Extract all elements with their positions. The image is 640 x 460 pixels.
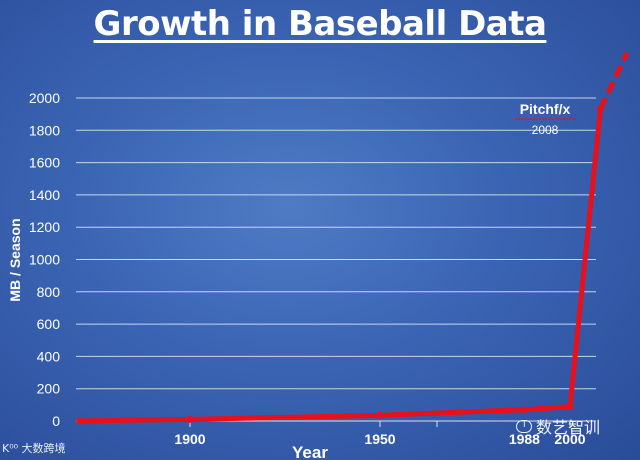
chart-title: Growth in Baseball Data bbox=[93, 4, 547, 44]
axis-layer: 0 200 400 600 800 1000 1200 1400 1600 1800 2000 190… bbox=[29, 90, 596, 447]
data-point bbox=[566, 402, 574, 410]
y-tick-label: 0 bbox=[52, 413, 60, 429]
label-layer: Year MB / Season Pitchf/x 2008 bbox=[7, 101, 576, 460]
data-point bbox=[76, 417, 84, 425]
x-axis-title: Year bbox=[292, 443, 328, 460]
x-tick-label: 1950 bbox=[364, 431, 395, 447]
watermark-left: K⁰⁰ 大数跨境 bbox=[2, 442, 66, 455]
y-tick-label: 800 bbox=[37, 284, 61, 300]
data-point bbox=[186, 415, 194, 423]
annotation-label: Pitchf/x bbox=[520, 101, 571, 117]
chat-bubble-icon bbox=[516, 419, 532, 433]
series-line-0 bbox=[77, 106, 603, 424]
series-layer bbox=[76, 51, 630, 425]
y-tick-label: 1200 bbox=[29, 219, 60, 235]
watermark-right-label: 数艺智训 bbox=[536, 418, 601, 437]
y-tick-label: 1600 bbox=[29, 155, 60, 171]
y-tick-label: 1000 bbox=[29, 252, 60, 268]
x-tick-label: 1900 bbox=[174, 431, 205, 447]
y-tick-label: 400 bbox=[37, 348, 61, 364]
data-point bbox=[520, 406, 528, 414]
series-projection-0 bbox=[598, 51, 630, 111]
y-tick-label: 200 bbox=[37, 381, 61, 397]
x-tick-label: 1988 bbox=[509, 431, 540, 447]
annotation-sublabel: 2008 bbox=[532, 123, 559, 137]
y-tick-label: 1800 bbox=[29, 122, 60, 138]
grid-layer bbox=[76, 97, 596, 422]
y-tick-label: 600 bbox=[37, 316, 61, 332]
y-axis-title: MB / Season bbox=[7, 218, 23, 301]
y-tick-label: 2000 bbox=[29, 90, 60, 106]
watermark-right: 数艺智训 bbox=[516, 414, 600, 438]
y-tick-label: 1400 bbox=[29, 187, 60, 203]
x-tick-label: 2000 bbox=[554, 431, 585, 447]
data-point bbox=[376, 411, 384, 419]
